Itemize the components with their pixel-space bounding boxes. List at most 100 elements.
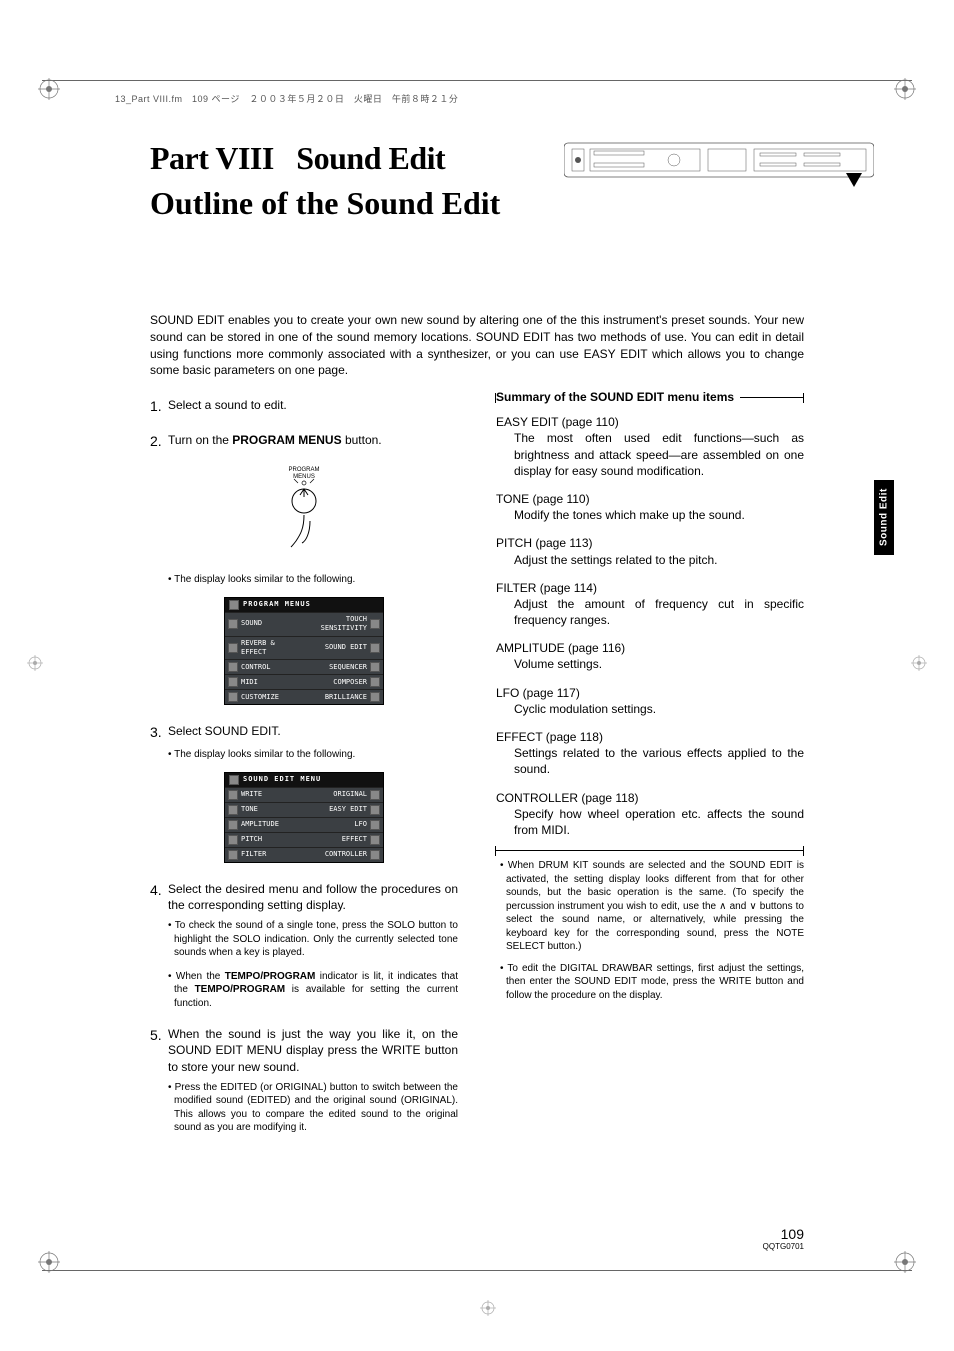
step-number: 2. <box>150 432 164 451</box>
summary-item-desc: Specify how wheel operation etc. affects… <box>496 806 804 838</box>
left-column: 1.Select a sound to edit. 2.Turn on the … <box>150 397 458 1145</box>
lcd-right-label: TOUCH SENSITIVITY <box>321 615 367 634</box>
lcd-right-label: SOUND EDIT <box>325 643 367 652</box>
lcd-left-label: FILTER <box>241 850 266 859</box>
lcd-row: CUSTOMIZE BRILLIANCE <box>225 689 383 704</box>
summary-item-heading: TONE (page 110) <box>496 491 804 507</box>
lcd-row: PITCH EFFECT <box>225 832 383 847</box>
lcd-row: MIDICOMPOSER <box>225 674 383 689</box>
lcd-row: AMPLITUDE LFO <box>225 817 383 832</box>
summary-item: TONE (page 110)Modify the tones which ma… <box>496 491 804 523</box>
note: The display looks similar to the followi… <box>150 573 458 587</box>
summary-item-desc: Settings related to the various effects … <box>496 745 804 777</box>
title-main: Sound Edit <box>296 140 445 176</box>
lcd-left-label: CUSTOMIZE <box>241 693 279 702</box>
lcd-left-label: AMPLITUDE <box>241 820 279 829</box>
summary-item: LFO (page 117)Cyclic modulation settings… <box>496 685 804 717</box>
lcd-row: REVERB & EFFECT SOUND EDIT <box>225 636 383 660</box>
item-icon <box>370 790 380 800</box>
lcd-left-label: WRITE <box>241 790 262 799</box>
item-icon <box>228 850 238 860</box>
item-icon <box>228 643 238 653</box>
step-text: Select a sound to edit. <box>168 397 458 416</box>
intro-paragraph: SOUND EDIT enables you to create your ow… <box>150 312 804 379</box>
step-text: When the sound is just the way you like … <box>168 1026 458 1075</box>
summary-item-desc: Adjust the amount of frequency cut in sp… <box>496 596 804 628</box>
lcd-right-label: CONTROLLER <box>325 850 367 859</box>
item-icon <box>370 850 380 860</box>
summary-item-heading: CONTROLLER (page 118) <box>496 790 804 806</box>
item-icon <box>228 790 238 800</box>
summary-item-heading: PITCH (page 113) <box>496 535 804 551</box>
item-icon <box>370 835 380 845</box>
svg-text:MENUS: MENUS <box>293 474 315 480</box>
summary-item-desc: The most often used edit functions—such … <box>496 430 804 479</box>
lcd-right-label: EFFECT <box>342 835 367 844</box>
summary-item-desc: Modify the tones which make up the sound… <box>496 507 804 523</box>
fine-note: When DRUM KIT sounds are selected and th… <box>496 859 804 954</box>
fine-note: To edit the DIGITAL DRAWBAR settings, fi… <box>496 962 804 1003</box>
item-icon <box>370 662 380 672</box>
summary-item-heading: AMPLITUDE (page 116) <box>496 640 804 656</box>
lcd-right-label: SEQUENCER <box>329 663 367 672</box>
step-number: 3. <box>150 723 164 742</box>
summary-item: AMPLITUDE (page 116)Volume settings. <box>496 640 804 672</box>
lcd-row: WRITE ORIGINAL <box>225 787 383 802</box>
item-icon <box>370 619 380 629</box>
item-icon <box>370 643 380 653</box>
lcd-program-menus: PROGRAM MENUS SOUNDTOUCH SENSITIVITYREVE… <box>224 597 384 706</box>
arrow-down-icon <box>846 173 862 194</box>
crop-mark-icon <box>894 1251 916 1273</box>
summary-item-heading: FILTER (page 114) <box>496 580 804 596</box>
item-icon <box>228 692 238 702</box>
lcd-left-label: SOUND <box>241 619 262 628</box>
lcd-right-label: LFO <box>354 820 367 829</box>
summary-item: EFFECT (page 118)Settings related to the… <box>496 729 804 778</box>
summary-item-heading: EASY EDIT (page 110) <box>496 414 804 430</box>
menu-icon <box>229 775 239 785</box>
page-number: 109 <box>763 1226 804 1242</box>
note: When the TEMPO/PROGRAM indicator is lit,… <box>150 970 458 1011</box>
item-icon <box>370 692 380 702</box>
item-icon <box>228 677 238 687</box>
lcd-row: FILTER CONTROLLER <box>225 847 383 862</box>
summary-item: PITCH (page 113)Adjust the settings rela… <box>496 535 804 567</box>
step-number: 4. <box>150 881 164 913</box>
svg-text:PROGRAM: PROGRAM <box>288 467 319 473</box>
note: The display looks similar to the followi… <box>150 748 458 762</box>
crop-mark-icon <box>38 78 60 100</box>
lcd-right-label: BRILLIANCE <box>325 693 367 702</box>
summary-item-desc: Volume settings. <box>496 656 804 672</box>
item-icon <box>228 820 238 830</box>
lcd-left-label: REVERB & EFFECT <box>241 639 275 658</box>
item-icon <box>228 805 238 815</box>
step-text: Select the desired menu and follow the p… <box>168 881 458 913</box>
lcd-right-label: EASY EDIT <box>329 805 367 814</box>
lcd-row: CONTROLSEQUENCER <box>225 659 383 674</box>
item-icon <box>370 820 380 830</box>
lcd-left-label: PITCH <box>241 835 262 844</box>
menu-icon <box>229 600 239 610</box>
step-text: Turn on the PROGRAM MENUS button. <box>168 432 458 451</box>
crop-bar-bottom <box>42 1270 912 1271</box>
crop-mark-icon <box>38 1251 60 1273</box>
summary-item-heading: EFFECT (page 118) <box>496 729 804 745</box>
crop-mark-icon <box>894 78 916 100</box>
side-tab: Sound Edit <box>874 480 894 555</box>
lcd-right-label: ORIGINAL <box>333 790 367 799</box>
summary-item: EASY EDIT (page 110)The most often used … <box>496 414 804 479</box>
summary-item: CONTROLLER (page 118)Specify how wheel o… <box>496 790 804 839</box>
crop-mark-icon <box>27 655 43 671</box>
keyboard-illustration <box>564 135 874 200</box>
lcd-sound-edit-menu: SOUND EDIT MENU WRITEORIGINALTONEEASY ED… <box>224 772 384 863</box>
lcd-row: TONEEASY EDIT <box>225 802 383 817</box>
lcd-right-label: COMPOSER <box>333 678 367 687</box>
summary-item-desc: Adjust the settings related to the pitch… <box>496 552 804 568</box>
lcd-row: SOUND TOUCH SENSITIVITY <box>225 612 383 636</box>
item-icon <box>228 662 238 672</box>
summary-item-heading: LFO (page 117) <box>496 685 804 701</box>
item-icon <box>228 835 238 845</box>
right-column: Summary of the SOUND EDIT menu items EAS… <box>496 397 804 1145</box>
crop-mark-icon <box>911 655 927 671</box>
doc-code: QQTG0701 <box>763 1242 804 1251</box>
